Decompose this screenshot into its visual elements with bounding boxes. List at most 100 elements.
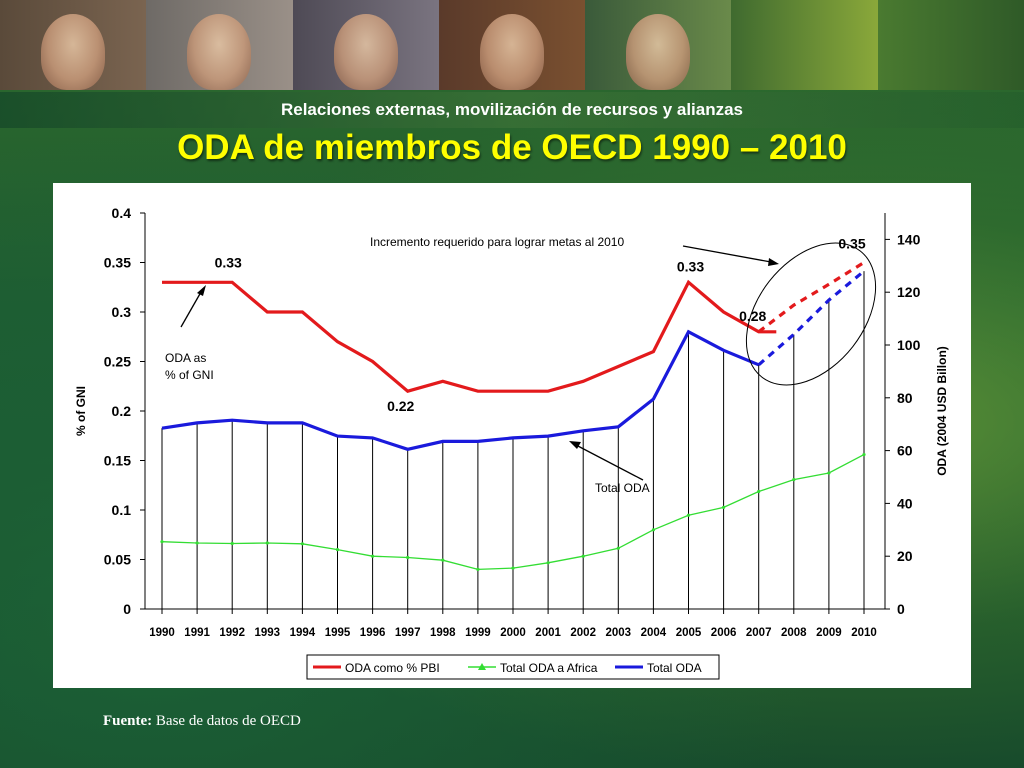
annotation-target-arrow xyxy=(682,245,772,263)
left-axis-tick-label: 0.4 xyxy=(112,205,132,221)
x-axis-tick-label: 2002 xyxy=(570,627,596,639)
x-axis-tick-label: 2004 xyxy=(641,627,667,639)
annotation-target-arrowhead xyxy=(768,258,779,266)
series-point-africa xyxy=(827,471,831,475)
series-projection-oda-gni xyxy=(757,261,865,334)
legend-item-oda-gni-label: ODA como % PBI xyxy=(345,661,440,675)
right-axis-tick-label: 0 xyxy=(897,601,905,617)
header-photo xyxy=(0,0,147,90)
source-label: Fuente: xyxy=(103,713,153,729)
right-axis-tick-label: 120 xyxy=(897,284,921,300)
series-point-africa xyxy=(300,542,304,546)
series-point-africa xyxy=(792,478,796,482)
right-axis-tick-label: 140 xyxy=(897,231,921,247)
series-point-africa xyxy=(265,541,269,545)
series-point-africa xyxy=(616,546,620,550)
left-axis-tick-label: 0 xyxy=(123,601,131,617)
x-axis-tick-label: 2003 xyxy=(606,627,632,639)
legend-item-africa-marker xyxy=(478,663,486,670)
data-label: 0.33 xyxy=(677,258,704,274)
source-text: Base de datos de OECD xyxy=(155,713,301,729)
annotation-target-ellipse xyxy=(745,242,877,386)
source-note: Fuente: Base de datos de OECD xyxy=(103,713,301,730)
oda-chart: 0 0.05 0.1 0.15 0.2 0.25 0.3 0.35 0.4 0 20 40 60 80 10… xyxy=(74,205,949,680)
x-axis-tick-label: 1990 xyxy=(149,627,175,639)
left-axis-tick-label: 0.35 xyxy=(104,255,131,271)
annotation-gni-line2: % of GNI xyxy=(165,368,214,382)
header-photo xyxy=(292,0,439,90)
data-label: 0.22 xyxy=(387,398,414,414)
x-axis-tick-label: 2008 xyxy=(781,627,807,639)
annotation-gni-arrowhead xyxy=(197,285,206,296)
left-axis-tick-label: 0.1 xyxy=(112,502,132,518)
left-axis-tick-label: 0.15 xyxy=(104,453,131,469)
series-point-africa xyxy=(546,561,550,565)
right-axis-tick-label: 40 xyxy=(897,495,913,511)
annotation-gni-arrow xyxy=(180,291,202,328)
data-label: 0.35 xyxy=(838,236,865,252)
x-axis-tick-label: 1991 xyxy=(184,627,210,639)
left-axis-title: % of GNI xyxy=(74,386,88,436)
x-axis-tick-label: 1993 xyxy=(255,627,281,639)
series-point-africa xyxy=(862,452,866,457)
chart-panel: 0 0.05 0.1 0.15 0.2 0.25 0.3 0.35 0.4 0 20 40 60 80 10… xyxy=(53,183,971,688)
title-band xyxy=(0,92,1024,128)
x-axis-tick-label: 2000 xyxy=(500,627,526,639)
series-point-africa xyxy=(757,489,761,494)
slide-title: ODA de miembros de OECD 1990 – 2010 xyxy=(177,128,847,167)
left-axis-tick-label: 0.2 xyxy=(112,403,132,419)
header-photo xyxy=(731,0,878,90)
annotation-target: Incremento requerido para lograr metas a… xyxy=(370,235,624,249)
x-axis-tick-label: 1998 xyxy=(430,627,456,639)
series-point-africa xyxy=(511,566,515,570)
series-point-africa xyxy=(230,541,234,546)
header-photo xyxy=(877,0,1024,90)
series-point-africa xyxy=(406,555,410,560)
x-axis-tick-label: 2009 xyxy=(816,627,842,639)
x-axis-tick-label: 1997 xyxy=(395,627,421,639)
series-line-total-oda xyxy=(161,329,760,451)
left-axis-tick-label: 0.25 xyxy=(104,354,131,370)
legend-item-africa-label: Total ODA a Africa xyxy=(500,661,598,675)
x-axis-tick-label: 1996 xyxy=(360,627,386,639)
annotation-total-arrow xyxy=(575,444,644,481)
x-axis-tick-label: 1994 xyxy=(290,627,316,639)
x-axis-tick-label: 1999 xyxy=(465,627,491,639)
annotation-gni-line1: ODA as xyxy=(165,351,206,365)
annotation-total-arrowhead xyxy=(569,441,581,449)
header-photo xyxy=(146,0,293,90)
series-projection-total-oda xyxy=(757,269,866,367)
x-axis-tick-label: 2001 xyxy=(535,627,561,639)
right-axis-tick-label: 60 xyxy=(897,443,913,459)
legend-box xyxy=(306,654,720,680)
x-axis-tick-label: 1995 xyxy=(325,627,351,639)
data-label: 0.33 xyxy=(215,254,242,270)
series-point-africa xyxy=(651,528,656,532)
x-axis-tick-label: 2007 xyxy=(746,627,772,639)
right-axis-tick-label: 20 xyxy=(897,548,913,564)
series-point-africa xyxy=(441,558,445,562)
series-point-africa xyxy=(160,540,164,544)
left-axis-tick-label: 0.05 xyxy=(104,552,131,568)
x-axis-tick-label: 2010 xyxy=(851,627,877,639)
header-photo xyxy=(438,0,586,90)
series-point-africa xyxy=(686,513,691,517)
x-axis-tick-label: 2006 xyxy=(711,627,737,639)
series-point-africa xyxy=(335,548,340,552)
x-axis-tick-label: 2005 xyxy=(676,627,702,639)
x-axis-tick-label: 1992 xyxy=(219,627,245,639)
annotation-total-oda: Total ODA xyxy=(595,481,650,495)
data-label: 0.28 xyxy=(739,308,766,324)
series-point-africa xyxy=(722,505,726,509)
legend-item-total-oda-label: Total ODA xyxy=(647,661,702,675)
right-axis-tick-label: 80 xyxy=(897,390,913,406)
series-point-africa xyxy=(195,541,199,545)
slide-subtitle: Relaciones externas, movilización de rec… xyxy=(280,100,744,119)
series-line-oda-gni xyxy=(162,279,777,393)
series-point-africa xyxy=(581,554,585,558)
right-axis-title: ODA (2004 USD Billon) xyxy=(935,346,949,476)
left-axis-tick-label: 0.3 xyxy=(112,304,132,320)
header-photo-strip xyxy=(0,0,1024,90)
header-photo xyxy=(585,0,732,90)
series-point-africa xyxy=(371,554,375,558)
